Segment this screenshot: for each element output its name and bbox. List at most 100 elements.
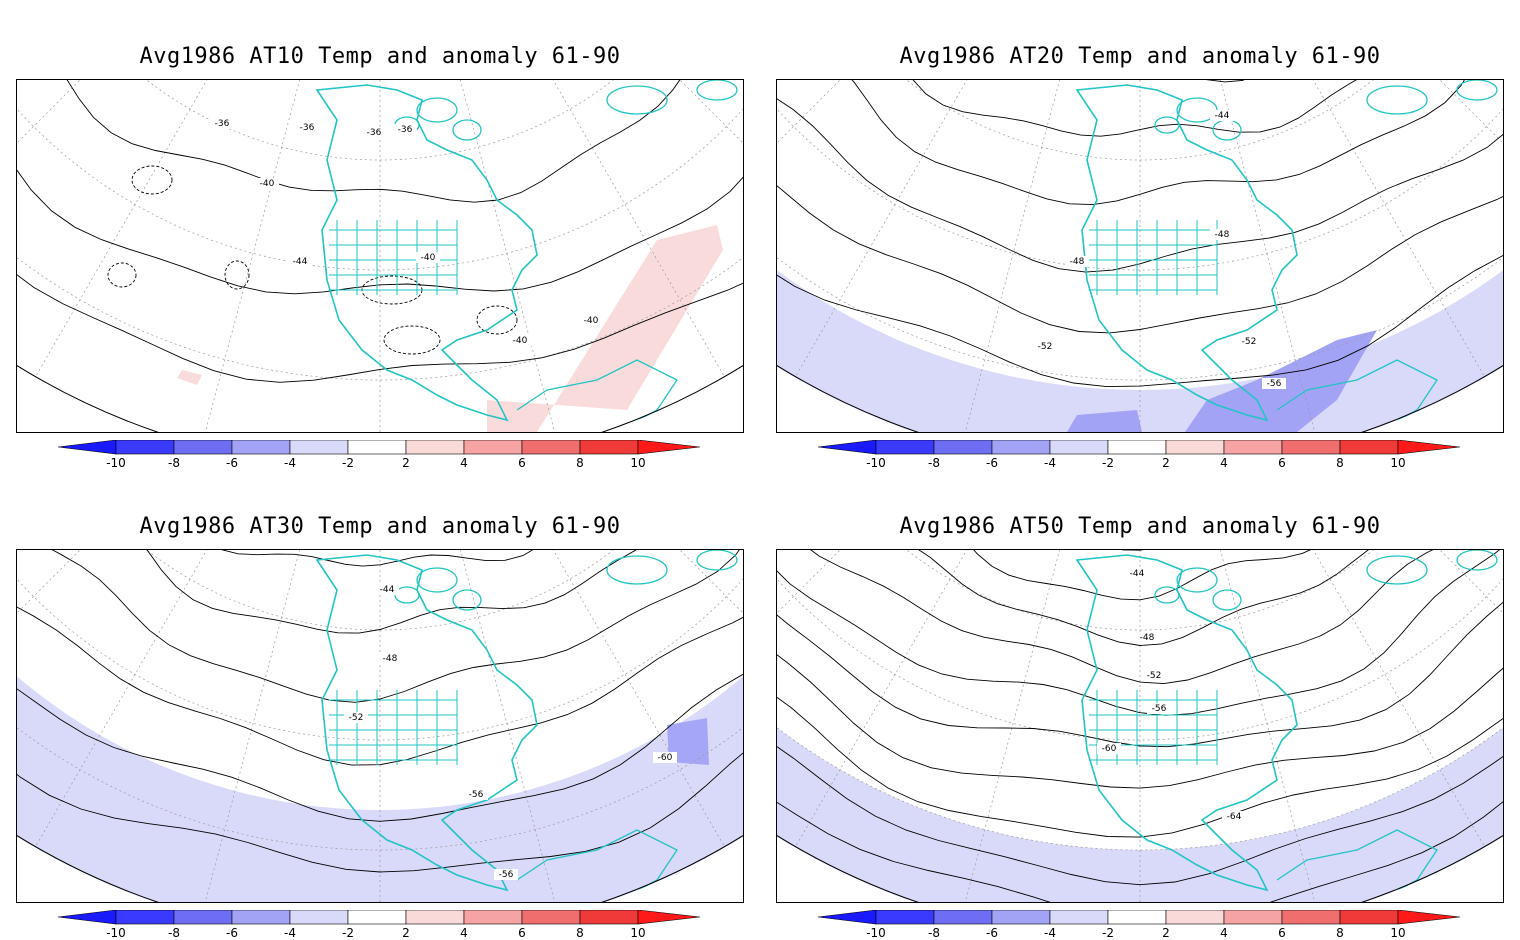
island-outline bbox=[452, 589, 482, 611]
meridian-gridline bbox=[1139, 550, 1503, 739]
colorbar-tick-label: 10 bbox=[1390, 456, 1406, 470]
colorbar: -10 -8 -6 -4 -2 2 4 6 8 10 bbox=[800, 440, 1480, 470]
colorbar-swatch bbox=[875, 440, 935, 455]
contour-label: -56 bbox=[1267, 379, 1282, 389]
colorbar: -10 -8 -6 -4 -2 2 4 6 8 10 bbox=[40, 440, 720, 470]
colorbar-tick-label: -8 bbox=[168, 456, 180, 470]
island-outline bbox=[416, 97, 458, 123]
colorbar-tick-label: 4 bbox=[460, 456, 468, 470]
colorbar-swatch bbox=[1049, 440, 1109, 455]
colorbar-swatch bbox=[991, 440, 1051, 455]
contour-label-bg bbox=[1125, 568, 1149, 579]
contour-label-bg bbox=[464, 789, 488, 800]
colorbar-tick-label: -10 bbox=[866, 926, 886, 940]
colorbar: -10 -8 -6 -4 -2 2 4 6 8 10 bbox=[40, 910, 720, 940]
polar-map: -44 -48 -52 -56 -60 -64 bbox=[776, 549, 1504, 903]
colorbar-swatch bbox=[115, 910, 175, 925]
contour-label-bg bbox=[1147, 703, 1171, 714]
meridian-gridline bbox=[1139, 550, 1503, 596]
island-outline bbox=[606, 555, 668, 585]
colorbar-arrow-left bbox=[817, 910, 877, 925]
coastline bbox=[1075, 84, 1298, 422]
contour-label-bg bbox=[579, 315, 603, 326]
colorbar-arrow-right bbox=[637, 910, 701, 925]
map-canvas: -44 -48 -52 -56 -60 -64 bbox=[777, 550, 1503, 902]
island-outline bbox=[1154, 586, 1180, 604]
island-outline bbox=[1456, 550, 1498, 571]
panel-title: Avg1986 AT10 Temp and anomaly 61-90 bbox=[139, 44, 621, 69]
map-canvas: -36 -36 -36 -36 -40 -44 -40 -40 -40 bbox=[17, 80, 743, 432]
colorbar-swatch bbox=[579, 910, 639, 925]
colorbar-tick-label: -4 bbox=[284, 456, 296, 470]
contour-label-bg bbox=[1033, 341, 1057, 352]
colorbar-tick-label: 6 bbox=[518, 456, 526, 470]
contour-label: -52 bbox=[349, 713, 364, 723]
island-outline bbox=[452, 119, 482, 141]
colorbar-swatch bbox=[1049, 910, 1109, 925]
temperature-contour bbox=[777, 550, 1503, 789]
coastline bbox=[315, 554, 538, 892]
temperature-contour bbox=[17, 550, 743, 634]
temperature-contour bbox=[777, 550, 1503, 886]
colorbar-swatch bbox=[1281, 910, 1341, 925]
temperature-contour bbox=[815, 80, 1459, 83]
colorbar-tick-label: -6 bbox=[986, 926, 998, 940]
colorbar-tick-label: 6 bbox=[1278, 926, 1286, 940]
meridian-gridline bbox=[379, 80, 743, 126]
contour-label-bg bbox=[508, 335, 532, 346]
colorbar-swatch bbox=[1107, 910, 1167, 925]
colorbar-swatch bbox=[405, 440, 465, 455]
temperature-contour bbox=[383, 325, 441, 355]
temperature-contour bbox=[777, 80, 1503, 137]
contour-label-bg bbox=[255, 178, 279, 189]
colorbar-tick-label: 10 bbox=[630, 926, 646, 940]
colorbar-arrow-left bbox=[57, 910, 117, 925]
negative-anomaly-patch bbox=[667, 718, 709, 765]
colorbar-swatch bbox=[1339, 910, 1399, 925]
contour-label-bg bbox=[416, 252, 440, 263]
temperature-contour bbox=[476, 305, 518, 335]
temperature-contour bbox=[17, 80, 743, 383]
positive-anomaly-patch bbox=[177, 370, 202, 385]
contour-label: -44 bbox=[293, 257, 308, 267]
meridian-gridline bbox=[34, 80, 381, 378]
contour-label: -36 bbox=[215, 119, 230, 129]
contour-label-bg bbox=[1065, 256, 1089, 267]
contour-label-bg bbox=[295, 122, 319, 133]
colorbar-swatch bbox=[521, 440, 581, 455]
colorbar-tick-label: 8 bbox=[1336, 456, 1344, 470]
contour-label: -52 bbox=[1242, 337, 1257, 347]
contour-label: -40 bbox=[421, 253, 436, 263]
temperature-contour bbox=[17, 80, 743, 295]
temperature-contour bbox=[17, 550, 743, 822]
contour-label-bg bbox=[393, 124, 417, 135]
meridian-gridline bbox=[379, 80, 726, 378]
colorbar-tick-label: 8 bbox=[1336, 926, 1344, 940]
island-outline bbox=[606, 85, 668, 115]
polar-map: -44 -48 -52 -56 -56 -60 bbox=[16, 549, 744, 903]
colorbar-swatch bbox=[231, 440, 291, 455]
map-panel-1: Avg1986 AT10 Temp and anomaly 61-90 -36 -3… bbox=[0, 0, 760, 470]
contour-label: -60 bbox=[1102, 744, 1117, 754]
island-outline bbox=[696, 80, 738, 101]
colorbar-tick-label: 8 bbox=[576, 926, 584, 940]
colorbar-tick-label: -4 bbox=[284, 926, 296, 940]
contour-label-bg bbox=[1222, 811, 1246, 822]
contour-label: -40 bbox=[513, 336, 528, 346]
meridian-gridline bbox=[201, 80, 381, 432]
island-outline bbox=[1176, 567, 1218, 593]
temperature-contour bbox=[777, 550, 1503, 685]
contour-label-bg bbox=[1210, 110, 1234, 121]
colorbar-swatch bbox=[463, 440, 523, 455]
colorbar-tick-label: 10 bbox=[1390, 926, 1406, 940]
coastline bbox=[516, 359, 678, 432]
map-canvas: -44 -48 -48 -52 -52 -56 bbox=[777, 80, 1503, 432]
colorbar-swatch bbox=[933, 440, 993, 455]
meridian-gridline bbox=[1139, 550, 1486, 848]
contour-label: -48 bbox=[1140, 633, 1155, 643]
contour-label-bg bbox=[210, 118, 234, 129]
coastline bbox=[1276, 829, 1438, 902]
island-outline bbox=[1212, 589, 1242, 611]
contour-label: -56 bbox=[1152, 704, 1167, 714]
colorbar-tick-label: 4 bbox=[460, 926, 468, 940]
